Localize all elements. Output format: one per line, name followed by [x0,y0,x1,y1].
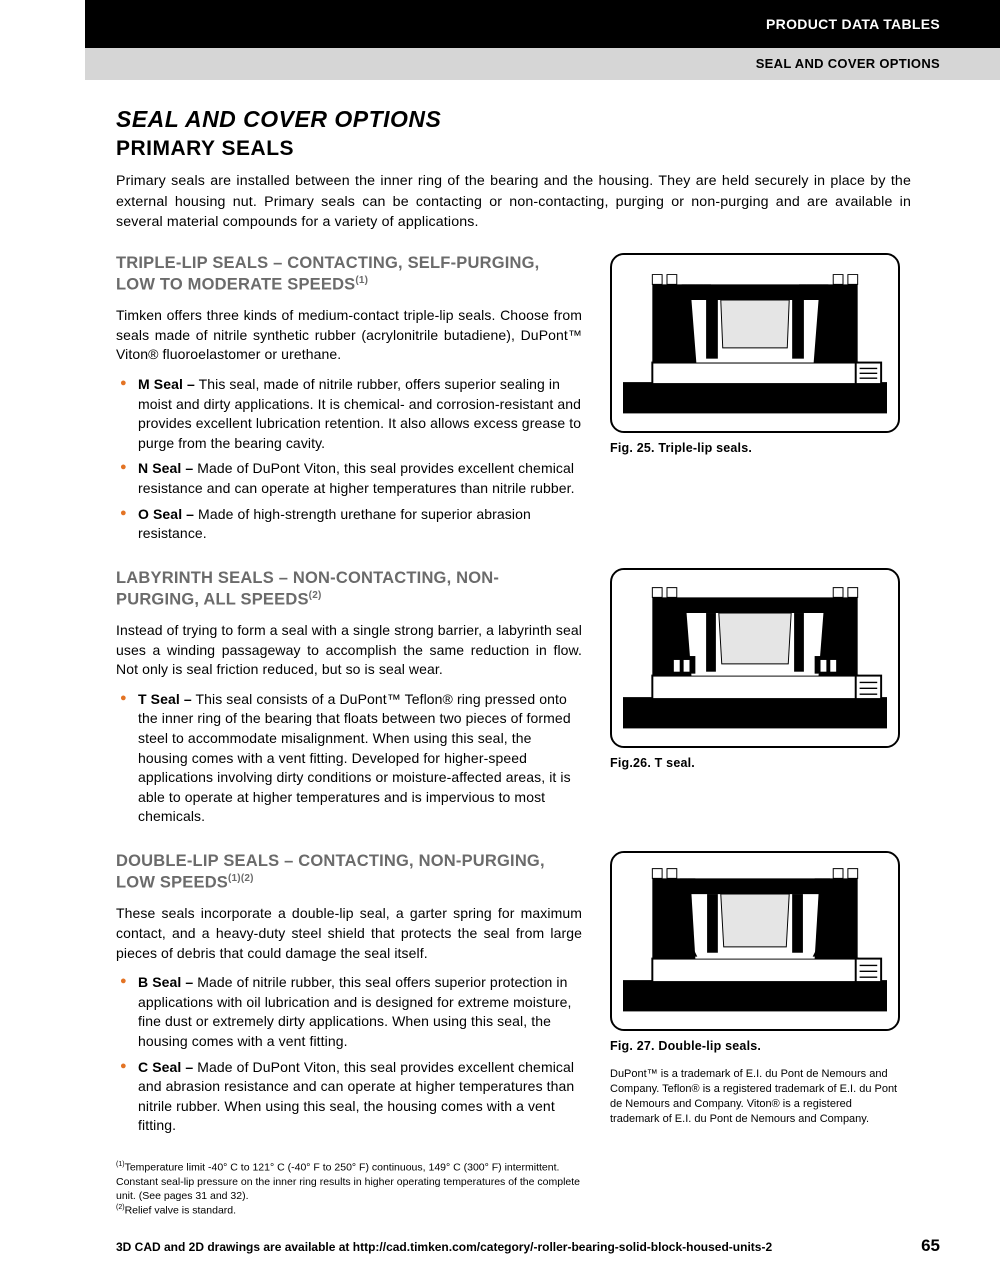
list-item: C Seal – Made of DuPont Viton, this seal… [116,1058,582,1136]
main-title: SEAL AND COVER OPTIONS [116,106,940,133]
header-black-bar: PRODUCT DATA TABLES [85,0,1000,48]
bullet-list: B Seal – Made of nitrile rubber, this se… [116,973,582,1136]
section-heading: LABYRINTH SEALS – NON-CONTACTING, NON-PU… [116,568,582,611]
list-item: N Seal – Made of DuPont Viton, this seal… [116,459,582,498]
intro-paragraph: Primary seals are installed between the … [116,171,911,233]
triple-lip-diagram [610,253,900,433]
list-item: M Seal – This seal, made of nitrile rubb… [116,375,582,453]
footnotes: (1)Temperature limit -40° C to 121° C (-… [116,1160,582,1218]
double-lip-diagram [610,851,900,1031]
section-triple-lip: TRIPLE-LIP SEALS – CONTACTING, SELF-PURG… [116,253,940,568]
page-content: SEAL AND COVER OPTIONS PRIMARY SEALS Pri… [116,106,940,1218]
list-item: B Seal – Made of nitrile rubber, this se… [116,973,582,1051]
figure-27: Fig. 27. Double-lip seals. [610,851,900,1053]
figure-caption: Fig. 25. Triple-lip seals. [610,441,900,455]
figure-25: Fig. 25. Triple-lip seals. [610,253,900,455]
bullet-list: M Seal – This seal, made of nitrile rubb… [116,375,582,544]
trademark-notice: DuPont™ is a trademark of E.I. du Pont d… [610,1067,900,1126]
footer-text: 3D CAD and 2D drawings are available at … [116,1240,772,1254]
figure-26: Fig.26. T seal. [610,568,900,770]
header-grey-bar: SEAL AND COVER OPTIONS [85,48,1000,80]
section-paragraph: Timken offers three kinds of medium-cont… [116,306,582,365]
list-item: O Seal – Made of high-strength urethane … [116,505,582,544]
list-item: T Seal – This seal consists of a DuPont™… [116,690,582,827]
section-heading: TRIPLE-LIP SEALS – CONTACTING, SELF-PURG… [116,253,582,296]
section-paragraph: These seals incorporate a double-lip sea… [116,904,582,963]
section-double-lip: DOUBLE-LIP SEALS – CONTACTING, NON-PURGI… [116,851,940,1218]
section-heading: DOUBLE-LIP SEALS – CONTACTING, NON-PURGI… [116,851,582,894]
page-number: 65 [921,1236,940,1256]
bullet-list: T Seal – This seal consists of a DuPont™… [116,690,582,827]
figure-caption: Fig. 27. Double-lip seals. [610,1039,900,1053]
subtitle: PRIMARY SEALS [116,137,940,161]
t-seal-diagram [610,568,900,748]
page-footer: 3D CAD and 2D drawings are available at … [116,1236,940,1256]
figure-caption: Fig.26. T seal. [610,756,900,770]
section-labyrinth: LABYRINTH SEALS – NON-CONTACTING, NON-PU… [116,568,940,851]
section-paragraph: Instead of trying to form a seal with a … [116,621,582,680]
